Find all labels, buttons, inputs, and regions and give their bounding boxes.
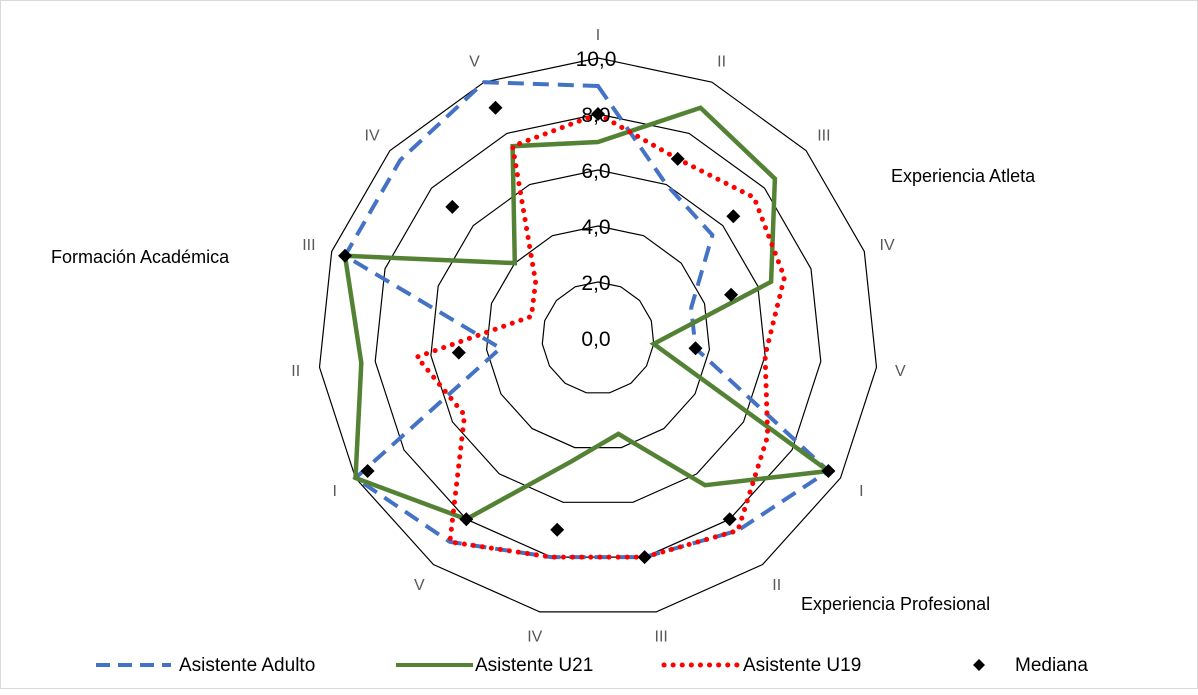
axis-label-13: III bbox=[302, 237, 315, 254]
tick-layer: 0,0 2,0 4,0 6,0 8,0 10,0 bbox=[576, 48, 617, 351]
axis-label-12: II bbox=[291, 363, 300, 380]
marker-mediana-13 bbox=[338, 248, 352, 263]
radial-tick-label: 6,0 bbox=[581, 160, 610, 183]
legend-label-asistente-u19: Asistente U19 bbox=[743, 655, 861, 676]
axis-label-7: II bbox=[772, 577, 781, 594]
axis-label-10: V bbox=[414, 577, 425, 594]
marker-mediana-8 bbox=[637, 550, 652, 565]
series-line-asistente-u19 bbox=[412, 111, 788, 560]
series-line-asistente-adulto bbox=[342, 80, 832, 560]
group-label-formacion-academica: Formación Académica bbox=[51, 247, 230, 267]
series-line-asistente-u21 bbox=[342, 105, 835, 522]
marker-mediana-7 bbox=[722, 512, 737, 527]
marker-mediana-4 bbox=[724, 287, 739, 302]
legend-item-asistente-u19: Asistente U19 bbox=[661, 655, 861, 676]
marker-mediana-1 bbox=[591, 107, 605, 121]
radial-tick-label: 10,0 bbox=[576, 48, 617, 71]
axis-label-5: V bbox=[895, 363, 906, 380]
legend-label-asistente-u21: Asistente U21 bbox=[475, 655, 593, 676]
axis-label-15: V bbox=[469, 53, 480, 70]
axis-label-11: I bbox=[332, 483, 336, 500]
axis-label-6: I bbox=[859, 483, 863, 500]
radial-tick-label: 0,0 bbox=[581, 328, 610, 351]
marker-mediana-2 bbox=[670, 151, 685, 166]
axis-label-1: I bbox=[596, 27, 600, 44]
marker-mediana-5 bbox=[688, 341, 703, 356]
axis-label-9: IV bbox=[527, 628, 542, 645]
radial-tick-label: 8,0 bbox=[581, 104, 610, 127]
legend: Asistente Adulto Asistente U21 Asistente… bbox=[96, 655, 1088, 676]
grid-ring-1 bbox=[541, 281, 655, 394]
grid-ring-3 bbox=[430, 169, 766, 503]
marker-mediana-10 bbox=[459, 512, 474, 527]
marker-mediana-11 bbox=[360, 464, 375, 478]
grid-ring-5 bbox=[318, 57, 878, 613]
legend-item-asistente-adulto: Asistente Adulto bbox=[96, 655, 315, 676]
marker-mediana-14 bbox=[445, 199, 460, 214]
legend-label-mediana: Mediana bbox=[1015, 655, 1088, 676]
group-label-experiencia-atleta: Experiencia Atleta bbox=[891, 166, 1036, 186]
radial-tick-label: 2,0 bbox=[581, 272, 610, 295]
axis-label-3: III bbox=[817, 128, 830, 145]
marker-mediana-6 bbox=[821, 464, 836, 478]
group-label-layer: Experiencia Atleta Experiencia Profesion… bbox=[51, 166, 1036, 614]
marker-mediana-9 bbox=[550, 522, 565, 537]
legend-item-asistente-u21: Asistente U21 bbox=[396, 655, 593, 676]
radial-tick-label: 4,0 bbox=[581, 216, 610, 239]
legend-label-asistente-adulto: Asistente Adulto bbox=[179, 655, 315, 676]
marker-mediana-15 bbox=[488, 100, 503, 115]
axis-label-14: IV bbox=[365, 128, 380, 145]
legend-item-mediana: Mediana bbox=[973, 655, 1088, 676]
axis-label-4: IV bbox=[880, 237, 895, 254]
marker-layer bbox=[338, 100, 836, 565]
group-label-experiencia-profesional: Experiencia Profesional bbox=[801, 594, 990, 614]
series-layer bbox=[342, 80, 835, 560]
legend-marker-mediana bbox=[973, 659, 985, 671]
marker-mediana-3 bbox=[726, 209, 741, 224]
axis-label-8: III bbox=[655, 628, 668, 645]
axis-label-2: II bbox=[717, 53, 726, 70]
marker-mediana-12 bbox=[451, 345, 466, 360]
